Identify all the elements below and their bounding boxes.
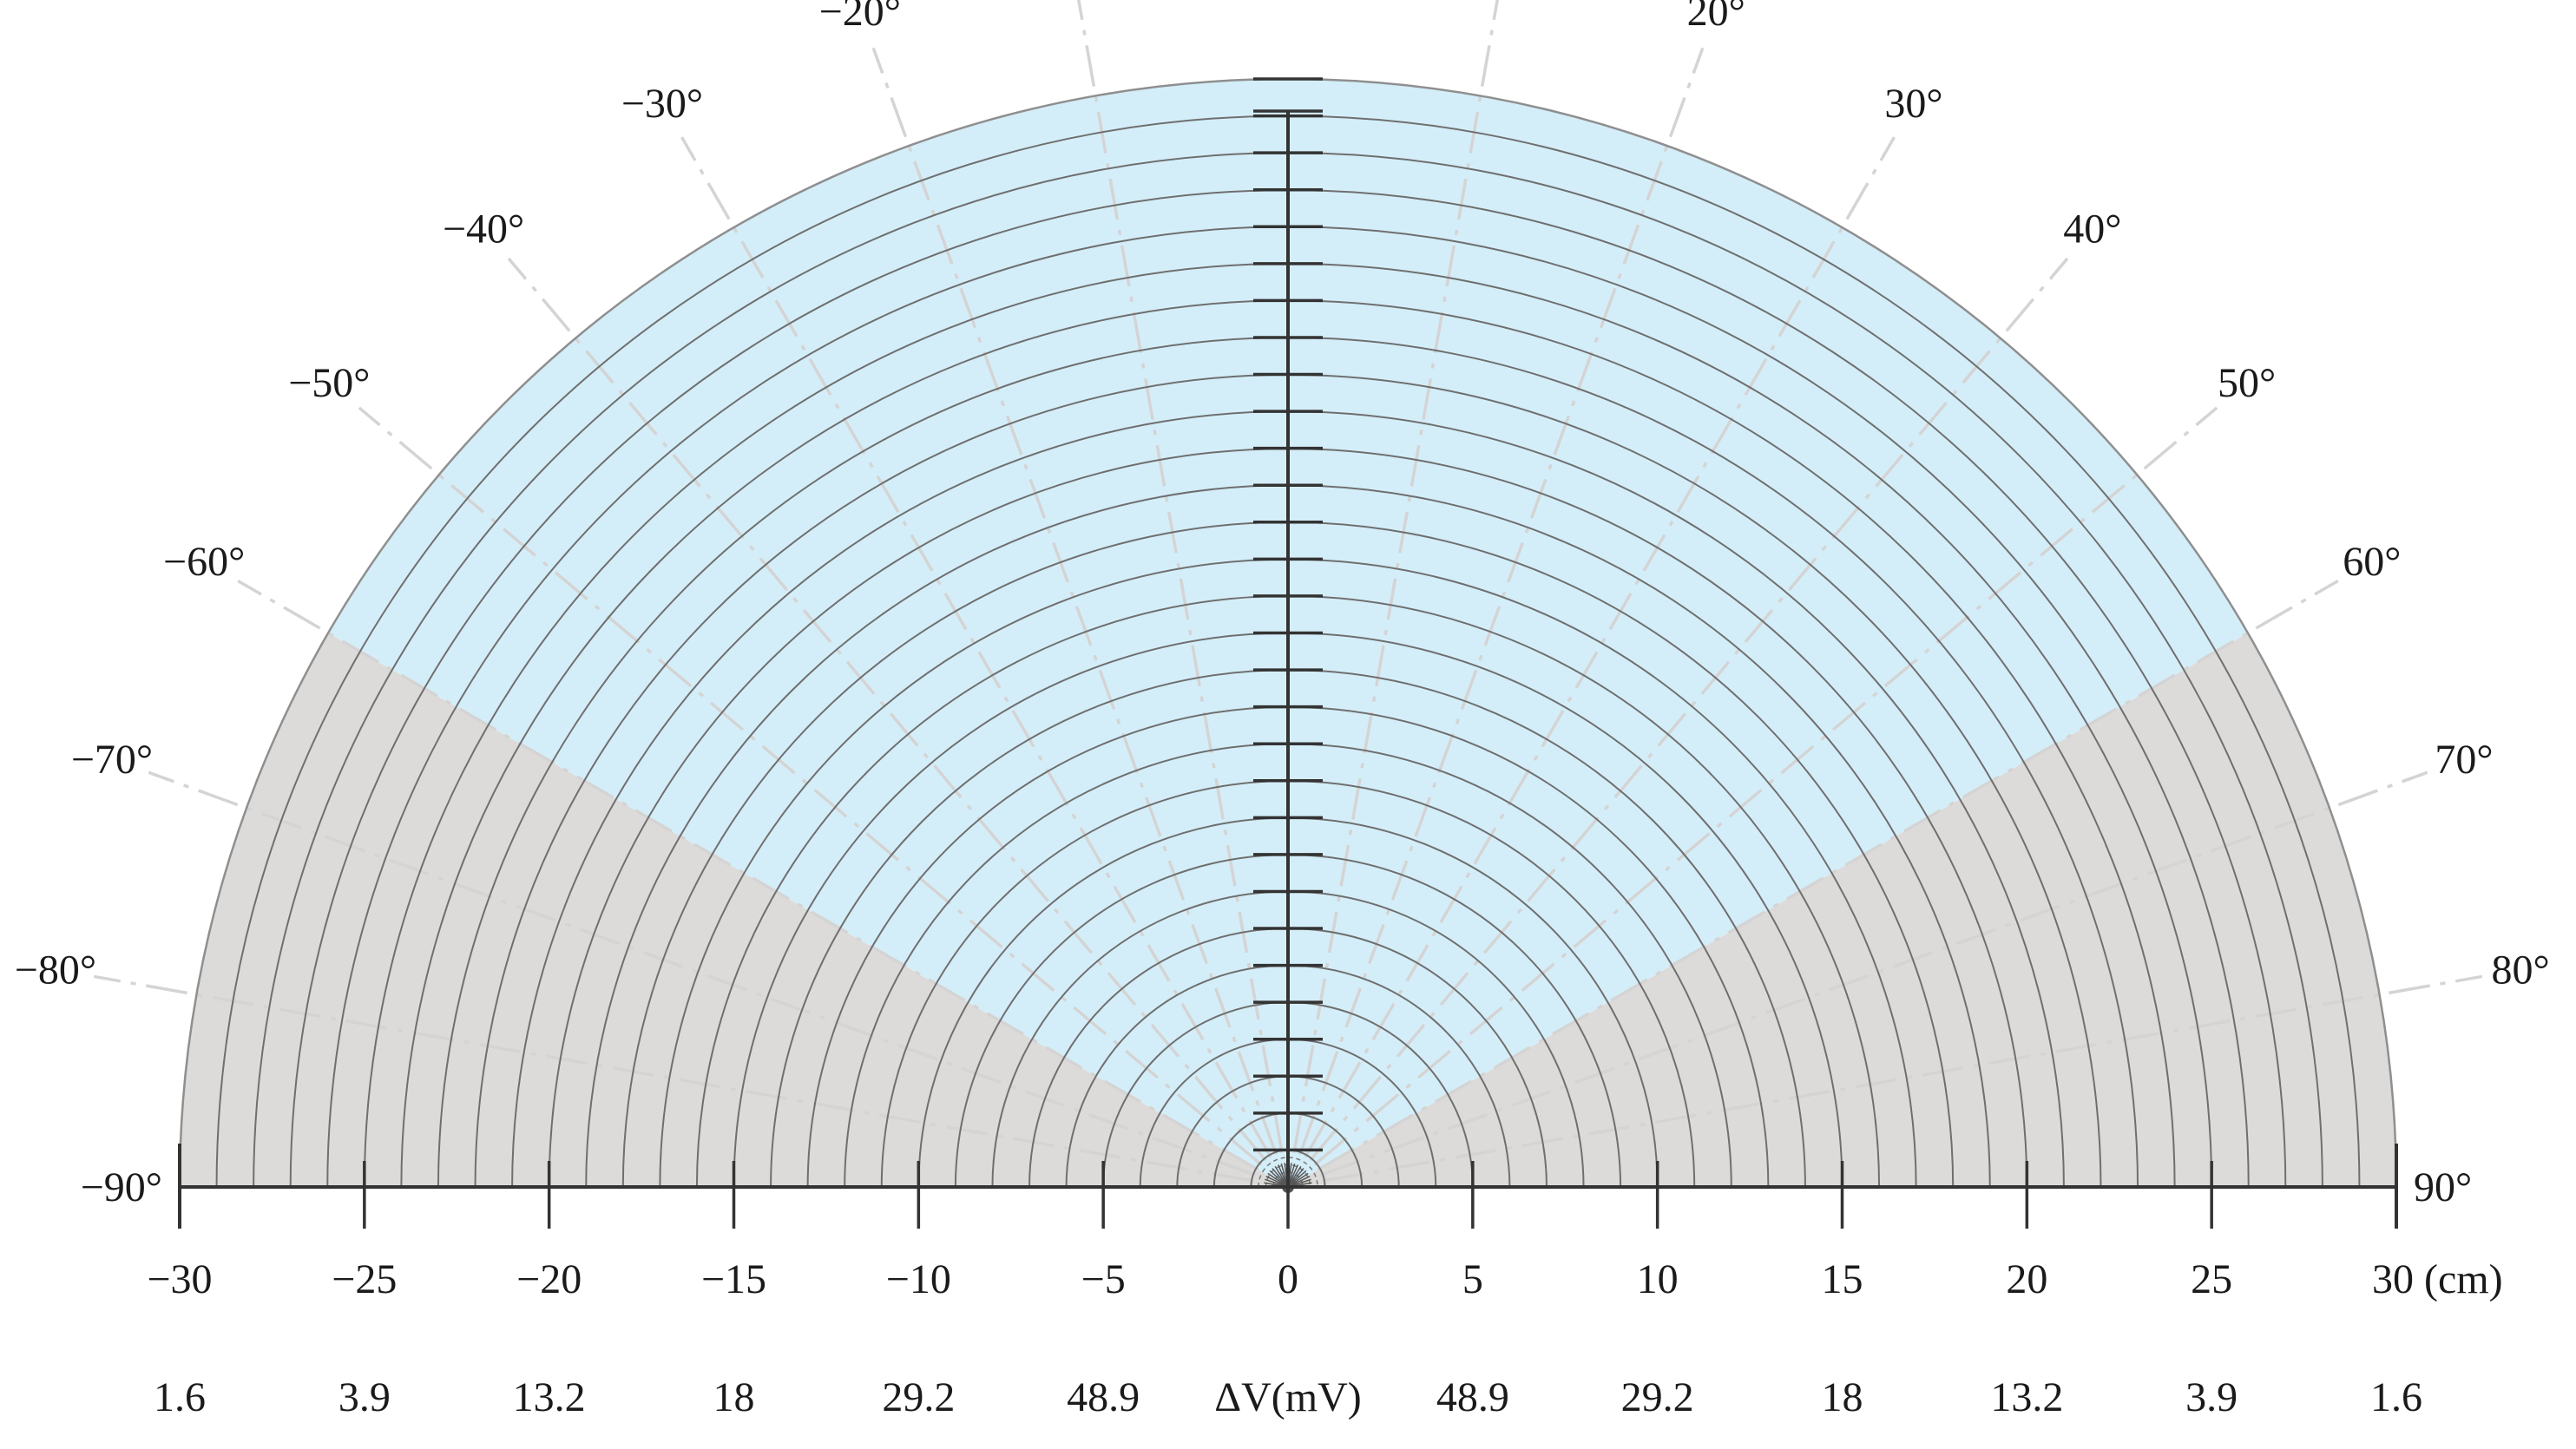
radial-line-60 — [1317, 579, 2339, 1171]
radial-grid-lines — [93, 0, 2483, 1183]
radial-line--10 — [1077, 0, 1284, 1153]
side-region-fill — [180, 633, 2396, 1187]
radial-line--70 — [148, 770, 1257, 1177]
radial-line-20 — [1298, 47, 1705, 1156]
angle-label: −30° — [621, 81, 703, 127]
angle-label: 50° — [2218, 360, 2276, 406]
radial-line--60 — [237, 579, 1259, 1171]
radial-line--50 — [358, 406, 1263, 1166]
radial-line-70 — [1319, 770, 2428, 1177]
radial-line--30 — [680, 136, 1272, 1158]
radial-line--20 — [871, 47, 1278, 1156]
angle-label: −40° — [443, 206, 524, 252]
angle-label: 70° — [2435, 737, 2493, 783]
distance-tick-label: 5 — [1462, 1256, 1483, 1302]
angle-label: −60° — [163, 539, 245, 585]
distance-tick-label: −25 — [332, 1256, 397, 1302]
voltage-label: 3.9 — [2185, 1374, 2238, 1420]
voltage-label: 13.2 — [513, 1374, 586, 1420]
inner-ring-2 — [1272, 1171, 1304, 1188]
voltage-label: 13.2 — [1990, 1374, 2063, 1420]
voltage-label: 18 — [1822, 1374, 1863, 1420]
angle-label: 40° — [2063, 206, 2121, 252]
distance-tick-label: −5 — [1081, 1256, 1126, 1302]
distance-tick-label: 30 (cm) — [2372, 1256, 2503, 1302]
angle-labels: −90°−80°−70°−60°−50°−40°−30°−20°−10°0°10… — [15, 0, 2550, 1210]
radial-line-10 — [1292, 0, 1499, 1153]
radial-line--80 — [93, 974, 1254, 1183]
angle-label: −20° — [819, 0, 901, 35]
voltage-label: 3.9 — [338, 1374, 391, 1420]
angle-label: −70° — [71, 737, 153, 783]
angle-label: −80° — [15, 947, 96, 993]
radial-line-30 — [1304, 136, 1896, 1158]
distance-tick-label: 15 — [1822, 1256, 1863, 1302]
distance-tick-label: 10 — [1637, 1256, 1679, 1302]
angle-label: −90° — [81, 1164, 162, 1210]
radial-line-40 — [1309, 257, 2069, 1162]
distance-tick-labels: −30 −25 −20 −15 −10 −5 0 5 10 15 20 25 30 (cm) — [147, 1256, 2502, 1302]
inner-ring-4 — [1258, 1157, 1318, 1188]
distance-tick-label: 25 — [2191, 1256, 2232, 1302]
voltage-labels: 1.6 3.9 13.2 18 29.2 48.9 ΔV(mV) 48.9 29.2 18 13.2… — [154, 1374, 2422, 1420]
angle-label: 60° — [2343, 539, 2401, 585]
vertical-center-axis — [1253, 77, 1323, 1187]
radial-line-50 — [1313, 406, 2218, 1166]
voltage-label: 1.6 — [154, 1374, 206, 1420]
voltage-label: 1.6 — [2370, 1374, 2422, 1420]
radial-line-80 — [1322, 974, 2483, 1183]
side-region-right — [1288, 633, 2396, 1187]
angle-label: 20° — [1687, 0, 1745, 35]
angle-label: 80° — [2491, 947, 2549, 993]
side-region-left — [180, 633, 1288, 1187]
horizontal-distance-axis — [178, 1144, 2398, 1229]
voltage-label: 29.2 — [882, 1374, 955, 1420]
angle-label: 30° — [1884, 81, 1942, 127]
voltage-label: 18 — [713, 1374, 755, 1420]
angle-label: −50° — [288, 360, 370, 406]
radial-line--40 — [507, 257, 1267, 1162]
voltage-label: ΔV(mV) — [1214, 1374, 1362, 1420]
angle-label: 90° — [2414, 1164, 2472, 1210]
distance-tick-label: 20 — [2006, 1256, 2047, 1302]
distance-tick-label: −10 — [886, 1256, 951, 1302]
voltage-label: 48.9 — [1067, 1374, 1140, 1420]
voltage-label: 48.9 — [1436, 1374, 1509, 1420]
voltage-label: 29.2 — [1621, 1374, 1694, 1420]
distance-tick-label: 0 — [1278, 1256, 1298, 1302]
distance-tick-label: −20 — [516, 1256, 582, 1302]
distance-tick-label: −30 — [147, 1256, 212, 1302]
distance-tick-label: −15 — [701, 1256, 766, 1302]
